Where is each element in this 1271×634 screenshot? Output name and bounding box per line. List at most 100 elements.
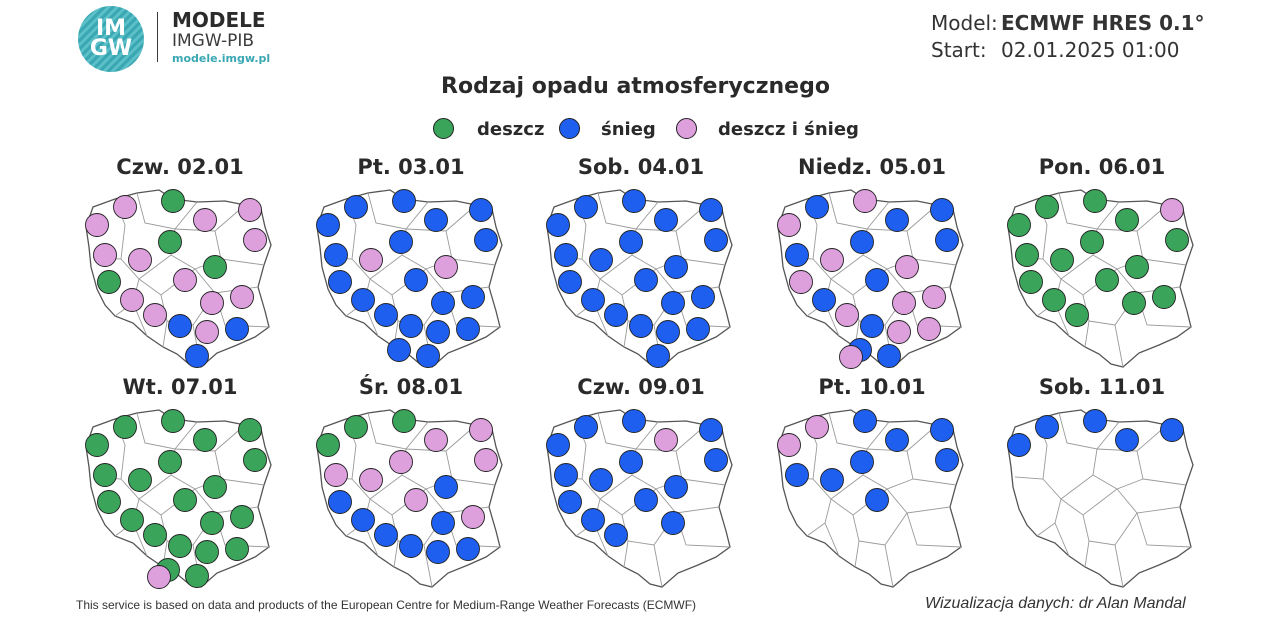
precip-marker-snow <box>554 243 578 267</box>
logo-text-line1: IM <box>95 16 127 41</box>
precip-marker-snow <box>461 285 485 309</box>
brand-title: MODELE <box>172 8 266 32</box>
precip-marker-mixed <box>777 213 801 237</box>
precip-marker-snow <box>935 228 959 252</box>
page-title: Rodzaj opadu atmosferycznego <box>441 74 830 99</box>
precip-marker-snow <box>558 490 582 514</box>
precip-marker-rain <box>120 508 144 532</box>
precip-marker-snow <box>328 490 352 514</box>
precip-marker-snow <box>1007 433 1031 457</box>
precip-marker-snow <box>589 248 613 272</box>
precip-marker-snow <box>399 534 423 558</box>
precip-marker-rain <box>1035 195 1059 219</box>
precip-marker-rain <box>97 270 121 294</box>
precip-marker-snow <box>865 268 889 292</box>
model-value: ECMWF HRES 0.1° <box>1001 11 1205 35</box>
precip-marker-snow <box>1115 428 1139 452</box>
voivodeship-border <box>828 192 890 230</box>
precip-marker-snow <box>704 228 728 252</box>
voivodeship-border <box>653 544 663 588</box>
precip-marker-mixed <box>243 228 267 252</box>
precip-marker-snow <box>554 463 578 487</box>
precip-marker-snow <box>656 320 680 344</box>
precip-marker-rain <box>1042 288 1066 312</box>
precip-marker-mixed <box>820 248 844 272</box>
voivodeship-border <box>1114 544 1124 588</box>
precip-marker-snow <box>426 540 450 564</box>
poland-map-4 <box>777 189 964 369</box>
precip-marker-snow <box>426 320 450 344</box>
precip-marker-mixed <box>200 291 224 315</box>
voivodeship-border <box>1058 412 1120 450</box>
precip-marker-mixed <box>85 213 109 237</box>
precip-marker-snow <box>185 344 209 368</box>
precip-marker-snow <box>805 195 829 219</box>
precip-marker-snow <box>850 450 874 474</box>
precip-marker-rain <box>113 415 137 439</box>
voivodeship-border <box>828 412 890 450</box>
precip-marker-snow <box>546 433 570 457</box>
precip-marker-rain <box>200 511 224 535</box>
precip-marker-snow <box>558 270 582 294</box>
precip-marker-mixed <box>654 428 678 452</box>
precip-marker-rain <box>168 534 192 558</box>
day-title-8: Czw. 09.01 <box>577 375 705 399</box>
precip-marker-snow <box>399 314 423 338</box>
precip-marker-rain <box>97 490 121 514</box>
precip-marker-snow <box>634 488 658 512</box>
precip-marker-snow <box>392 189 416 213</box>
precip-marker-mixed <box>892 291 916 315</box>
precip-marker-rain <box>161 189 185 213</box>
precip-marker-snow <box>416 344 440 368</box>
precip-marker-rain <box>203 255 227 279</box>
precip-marker-mixed <box>359 248 383 272</box>
precip-marker-rain <box>1080 230 1104 254</box>
precip-marker-snow <box>324 243 348 267</box>
precip-marker-snow <box>374 523 398 547</box>
precip-marker-rain <box>344 415 368 439</box>
precip-marker-rain <box>143 523 167 547</box>
day-title-7: Śr. 08.01 <box>358 375 464 399</box>
precip-marker-mixed <box>922 285 946 309</box>
precip-marker-mixed <box>917 317 941 341</box>
precip-marker-snow <box>604 523 628 547</box>
precip-marker-snow <box>877 344 901 368</box>
voivodeship-border <box>824 522 840 557</box>
precip-marker-snow <box>930 418 954 442</box>
legend-dot-mixed <box>676 118 697 139</box>
precip-marker-rain <box>1152 285 1176 309</box>
precip-marker-snow <box>935 448 959 472</box>
precip-marker-snow <box>704 448 728 472</box>
legend-dot-snow <box>559 118 580 139</box>
voivodeship-border <box>1136 512 1192 548</box>
precip-marker-snow <box>619 230 643 254</box>
precip-marker-snow <box>225 317 249 341</box>
precip-marker-snow <box>546 213 570 237</box>
precip-marker-snow <box>820 468 844 492</box>
poland-map-10 <box>1007 409 1194 588</box>
precip-marker-snow <box>850 230 874 254</box>
precip-marker-snow <box>351 508 375 532</box>
precip-marker-snow <box>1035 415 1059 439</box>
precip-marker-snow <box>404 268 428 292</box>
precip-marker-rain <box>1095 268 1119 292</box>
precip-marker-snow <box>574 195 598 219</box>
poland-map-7 <box>316 409 503 588</box>
precip-marker-rain <box>185 564 209 588</box>
precip-marker-snow <box>629 314 653 338</box>
precip-marker-snow <box>865 488 889 512</box>
precip-marker-rain <box>193 428 217 452</box>
precip-marker-snow <box>622 409 646 433</box>
precip-marker-snow <box>581 508 605 532</box>
precip-marker-rain <box>85 433 109 457</box>
precip-marker-rain <box>128 468 152 492</box>
day-title-2: Pt. 03.01 <box>357 155 465 179</box>
model-label: Model: <box>931 11 998 35</box>
precip-marker-rain <box>238 418 262 442</box>
poland-map-5 <box>1007 189 1194 368</box>
precip-marker-rain <box>316 433 340 457</box>
precip-marker-snow <box>1083 409 1107 433</box>
poland-map-2 <box>316 189 503 368</box>
precip-marker-snow <box>860 314 884 338</box>
brand-url-link[interactable]: modele.imgw.pl <box>172 52 271 65</box>
